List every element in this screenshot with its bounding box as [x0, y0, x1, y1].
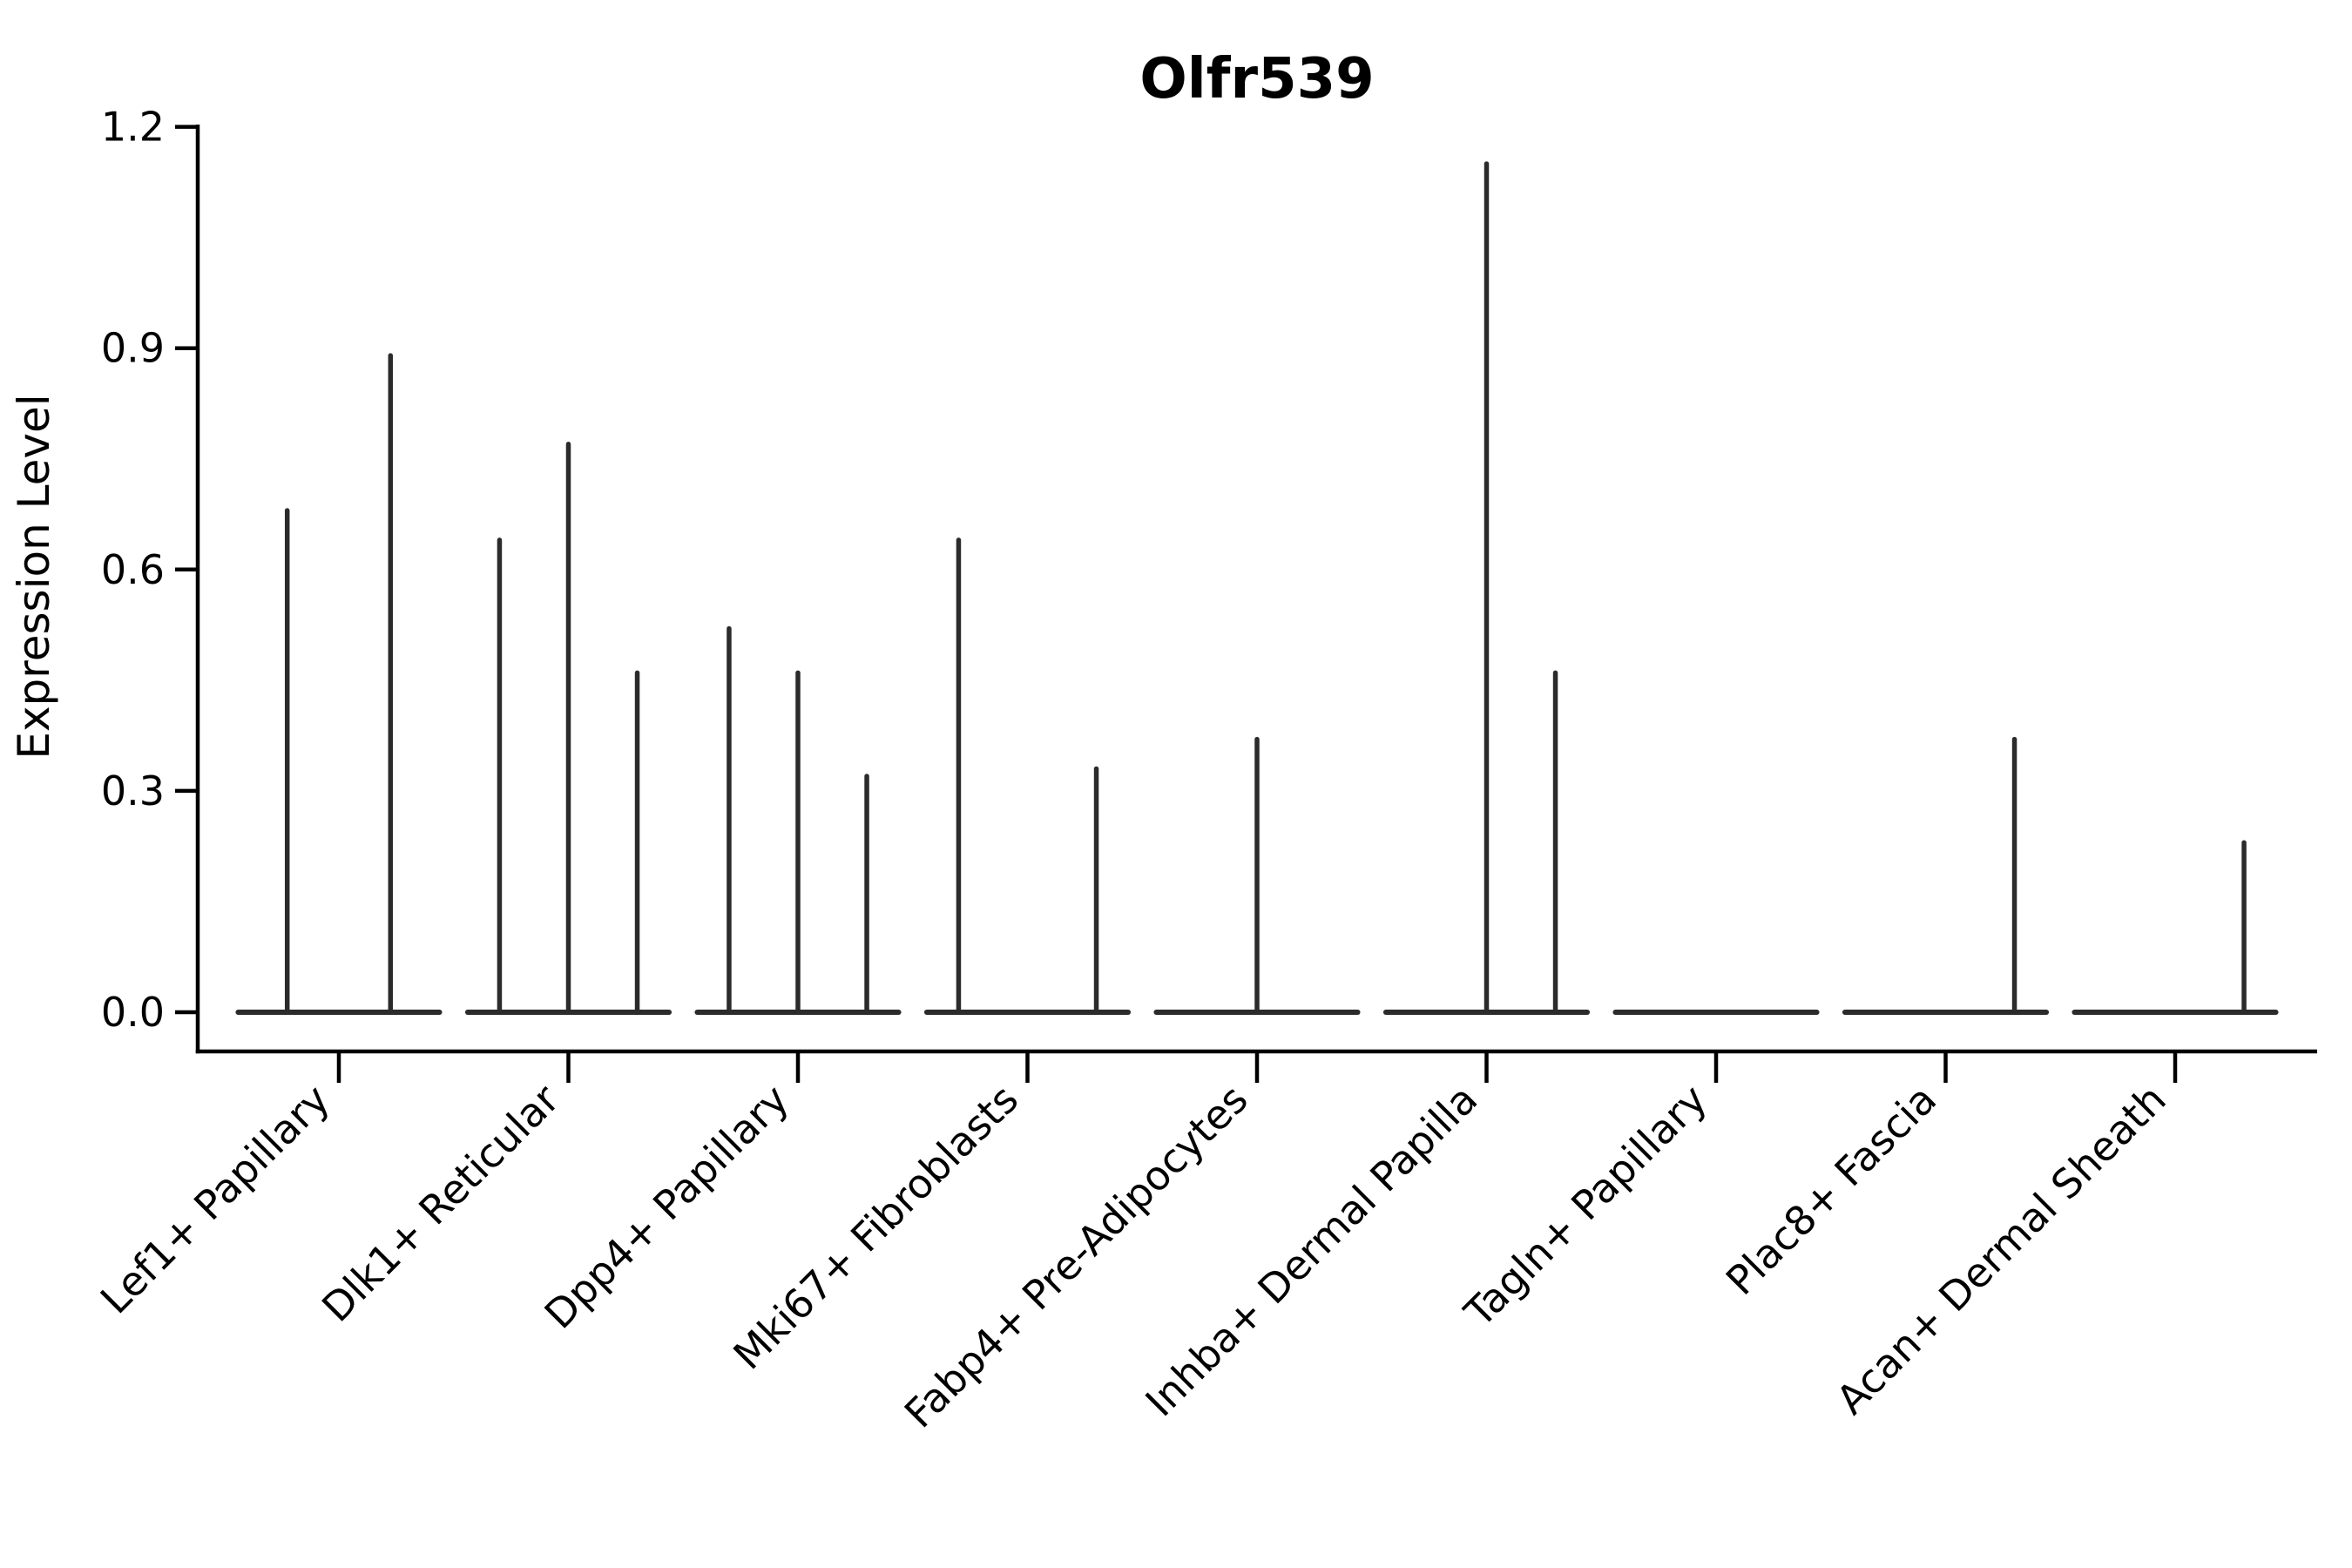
- violin-8: [1842, 736, 2050, 1015]
- y-tick-label: 0.0: [101, 989, 165, 1036]
- y-tick-label: 0.6: [101, 546, 165, 593]
- y-tick-label: 0.9: [101, 325, 165, 372]
- violins: [235, 161, 2279, 1015]
- violin-3: [694, 625, 902, 1015]
- x-category-label: Lef1+ Papillary: [91, 1076, 339, 1323]
- chart-title: Olfr539: [1139, 47, 1374, 112]
- y-tick-label: 1.2: [101, 104, 165, 151]
- y-tick-label: 0.3: [101, 767, 165, 814]
- x-category-label: Dlk1+ Reticular: [313, 1076, 568, 1331]
- violin-9: [2072, 840, 2279, 1015]
- violin-4: [923, 537, 1132, 1015]
- x-category-label: Tagln+ Papillary: [1455, 1076, 1716, 1337]
- violin-2: [464, 442, 672, 1015]
- violin-6: [1382, 161, 1591, 1015]
- violin-1: [235, 353, 443, 1015]
- y-axis-ticks: 0.0 0.3 0.6 0.9 1.2: [101, 104, 198, 1036]
- x-category-label: Plac8+ Fascia: [1717, 1076, 1945, 1304]
- y-axis-label: Expression Level: [9, 394, 59, 759]
- violin-5: [1153, 736, 1361, 1015]
- x-category-label: Dpp4+ Papillary: [536, 1076, 798, 1338]
